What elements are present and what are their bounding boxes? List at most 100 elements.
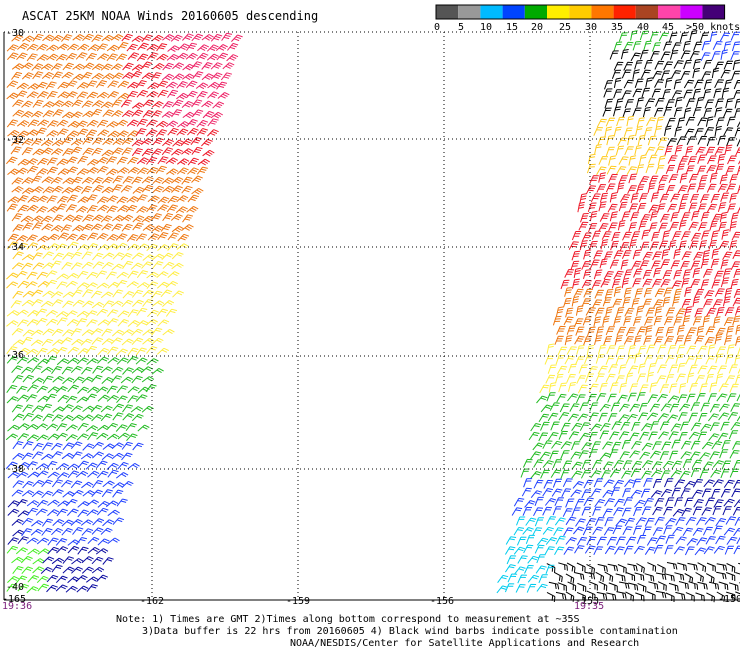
scale-color-box — [591, 5, 614, 19]
wind-barb — [111, 442, 124, 450]
wind-barb — [653, 267, 662, 278]
wind-barb — [36, 91, 49, 99]
wind-barb — [40, 300, 53, 308]
wind-barb — [673, 60, 684, 69]
wind-barb — [735, 572, 740, 575]
wind-barb — [121, 147, 133, 156]
wind-barb — [611, 441, 622, 451]
wind-barb — [36, 271, 48, 280]
wind-barb — [689, 451, 701, 460]
wind-barb — [586, 344, 595, 356]
wind-barb — [623, 287, 632, 298]
wind-barb — [26, 204, 39, 212]
wind-barb — [692, 506, 703, 516]
wind-barb — [562, 460, 573, 470]
wind-barb — [557, 346, 568, 356]
wind-barb — [625, 355, 636, 364]
wind-barb — [26, 586, 39, 594]
wind-barb — [121, 452, 133, 461]
wind-barb — [613, 507, 624, 516]
wind-barb — [42, 375, 54, 384]
wind-barb — [70, 262, 83, 270]
wind-barb — [172, 290, 185, 298]
wind-barb — [666, 117, 676, 127]
wind-barb — [607, 393, 617, 403]
wind-barb — [721, 87, 730, 99]
wind-barb — [683, 480, 696, 489]
wind-barb — [161, 252, 174, 260]
wind-barb — [654, 79, 665, 88]
wind-barb — [146, 346, 158, 354]
wind-barb — [61, 404, 74, 412]
wind-barb — [628, 222, 637, 232]
wind-barb — [710, 258, 720, 269]
wind-barb — [621, 507, 632, 517]
wind-barb — [90, 108, 103, 117]
wind-barb — [221, 32, 233, 41]
wind-barb — [730, 422, 740, 431]
wind-barb — [131, 413, 144, 422]
wind-barb — [151, 101, 164, 108]
wind-barb — [91, 414, 103, 422]
wind-barb — [573, 288, 584, 298]
wind-barb — [653, 544, 664, 554]
wind-barb — [554, 335, 564, 345]
wind-barb — [670, 193, 681, 203]
wind-barb — [117, 80, 130, 88]
wind-barb — [126, 43, 138, 52]
wind-barb — [591, 441, 601, 451]
wind-barb — [648, 154, 658, 164]
wind-barb — [598, 156, 609, 165]
wind-barb — [36, 43, 49, 51]
wind-barb — [588, 581, 598, 591]
wind-barb — [678, 219, 687, 231]
lon-label: -162 — [140, 596, 164, 607]
wind-barb — [67, 470, 79, 479]
wind-barb — [553, 527, 564, 536]
wind-barb — [106, 121, 119, 128]
wind-barb — [172, 62, 185, 70]
wind-barb — [630, 212, 640, 222]
wind-barb — [172, 139, 185, 147]
wind-barb — [679, 403, 691, 412]
wind-barb — [197, 158, 210, 166]
wind-barb — [644, 517, 655, 527]
wind-barb — [606, 165, 617, 175]
lon-label: -165 — [2, 594, 26, 605]
wind-barb — [689, 240, 699, 250]
wind-barb — [726, 591, 736, 601]
wind-barb — [571, 296, 580, 307]
wind-barb — [197, 44, 210, 52]
wind-barb — [71, 489, 84, 497]
wind-barb — [604, 571, 614, 582]
wind-barb — [662, 89, 671, 99]
wind-barb — [151, 148, 163, 156]
wind-barb — [523, 478, 533, 488]
wind-barb — [664, 335, 675, 345]
wind-barb — [579, 422, 590, 431]
wind-barb — [603, 479, 615, 488]
wind-barb — [579, 432, 591, 441]
wind-barb — [546, 591, 556, 603]
wind-barb — [643, 497, 654, 507]
wind-barb — [602, 508, 613, 518]
wind-barb — [70, 328, 82, 337]
wind-barb — [640, 241, 650, 251]
wind-barb — [7, 508, 20, 516]
wind-barb — [636, 535, 647, 544]
wind-barb — [676, 344, 686, 355]
wind-barb — [542, 440, 553, 449]
wind-barb — [102, 138, 115, 146]
wind-barb — [121, 137, 134, 145]
wind-barb — [579, 402, 589, 412]
wind-barb — [57, 472, 69, 480]
wind-barb — [65, 91, 78, 99]
wind-barb — [711, 441, 723, 450]
wind-barb — [6, 310, 20, 317]
wind-barb — [191, 187, 204, 195]
wind-barb — [21, 336, 33, 345]
lat-label: -32 — [6, 135, 24, 146]
wind-barb — [716, 393, 728, 402]
map-frame — [3, 32, 740, 601]
wind-barb — [607, 563, 618, 572]
